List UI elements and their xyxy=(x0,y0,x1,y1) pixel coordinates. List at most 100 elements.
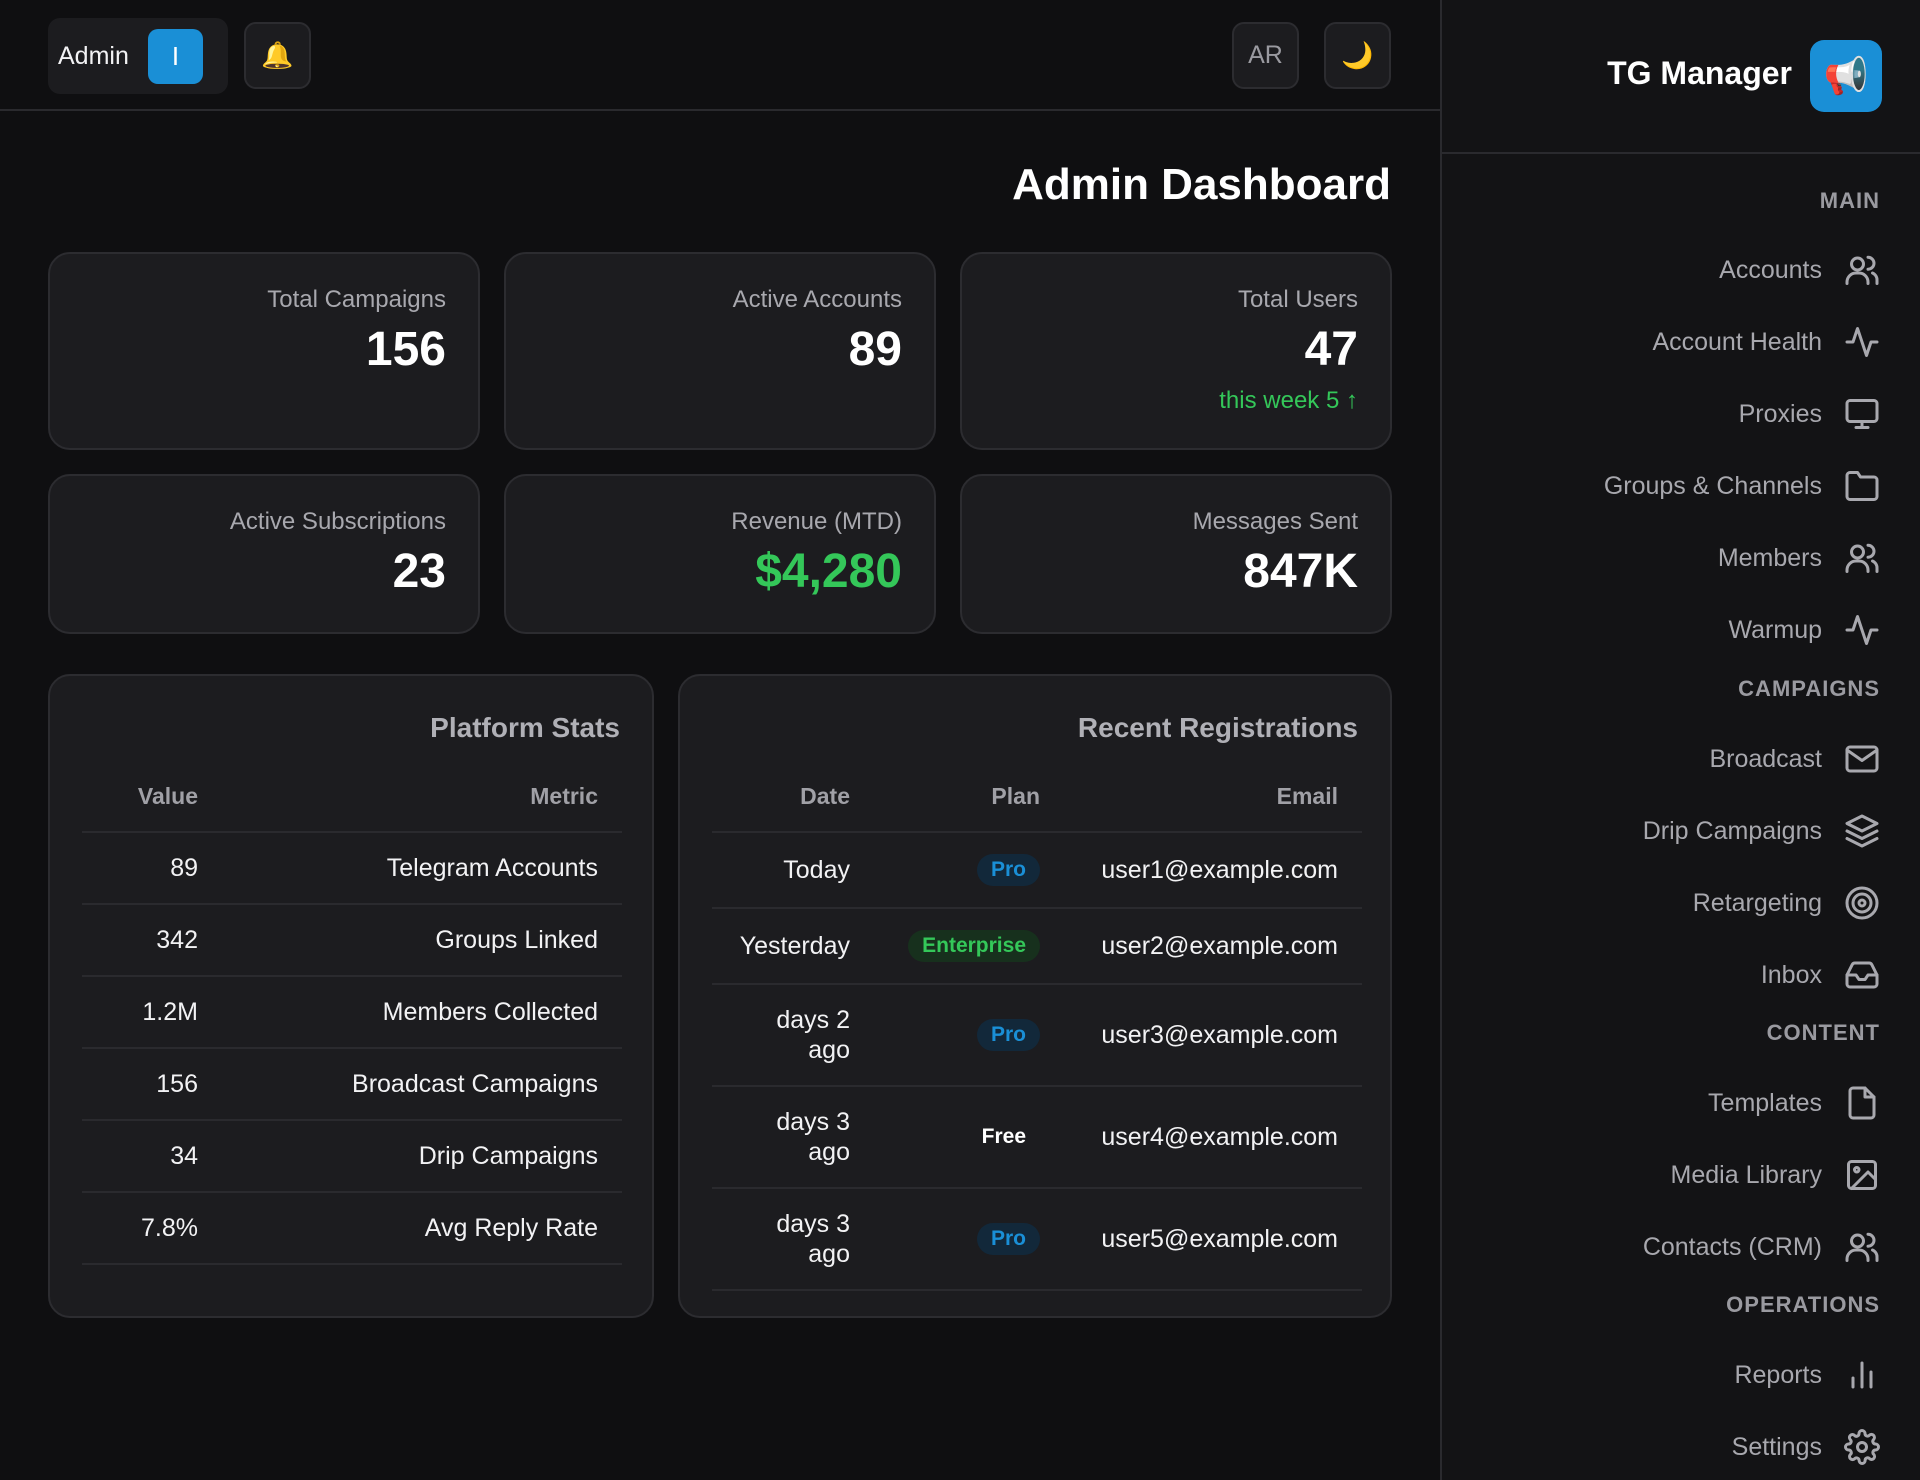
sidebar-item-label: Media Library xyxy=(1670,1160,1822,1189)
cell-email: user5@example.com xyxy=(1062,1188,1362,1291)
sidebar-item-retargeting[interactable]: Retargeting xyxy=(1693,881,1880,925)
stat-card-active-accounts: Active Accounts 89 xyxy=(504,252,936,450)
col-header-metric: Metric xyxy=(222,762,622,833)
cell-email: user2@example.com xyxy=(1062,908,1362,985)
col-header-plan: Plan xyxy=(872,762,1062,833)
stat-card-messages-sent: Messages Sent 847K xyxy=(960,474,1392,634)
plan-badge: Pro xyxy=(976,854,1040,886)
sidebar-item-account-health[interactable]: Account Health xyxy=(1652,320,1880,364)
sidebar-item-templates[interactable]: Templates xyxy=(1708,1081,1880,1125)
col-header-value: Value xyxy=(82,762,222,833)
sidebar-item-label: Members xyxy=(1717,543,1822,572)
sidebar-item-label: Inbox xyxy=(1760,960,1822,989)
stat-card-active-subscriptions: Active Subscriptions 23 xyxy=(48,474,480,634)
cell-date: days 2 ago xyxy=(712,984,872,1087)
cell-value: 7.8% xyxy=(82,1192,222,1265)
sidebar-item-contacts-crm[interactable]: Contacts (CRM) xyxy=(1643,1225,1880,1269)
moon-icon: 🌙 xyxy=(1341,40,1374,70)
sidebar: TG Manager 📢 MAIN Accounts Account Healt… xyxy=(1440,0,1920,1480)
date-line: days 2 xyxy=(776,1006,850,1034)
cell-value: 1.2M xyxy=(82,976,222,1049)
cell-date: days 3 ago xyxy=(712,1188,872,1291)
sidebar-item-broadcast[interactable]: Broadcast xyxy=(1709,737,1880,781)
plan-badge: Enterprise xyxy=(908,930,1040,962)
platform-stats-table: Value Metric 89 Telegram Accounts 342 Gr… xyxy=(82,762,622,1265)
users-icon xyxy=(1845,543,1879,573)
cell-email: user3@example.com xyxy=(1062,984,1362,1087)
stat-value: 847K xyxy=(1243,545,1358,598)
cell-metric: Groups Linked xyxy=(222,904,622,977)
section-operations: OPERATIONS xyxy=(1726,1292,1880,1317)
sidebar-item-accounts[interactable]: Accounts xyxy=(1719,248,1880,292)
stat-label: Active Accounts xyxy=(732,286,902,313)
table-row: 1.2M Members Collected xyxy=(82,976,622,1049)
user-menu[interactable]: Admin I xyxy=(48,18,228,94)
users-icon xyxy=(1845,255,1879,285)
col-header-date: Date xyxy=(712,762,872,833)
cell-plan: Free xyxy=(872,1086,1062,1189)
sidebar-item-label: Retargeting xyxy=(1692,888,1822,917)
sidebar-item-warmup[interactable]: Warmup xyxy=(1728,608,1880,652)
stat-card-total-users: Total Users 47 this week 5 ↑ xyxy=(960,252,1392,450)
mail-icon xyxy=(1845,745,1879,773)
brand-name: TG Manager xyxy=(1607,55,1792,91)
brand-header: TG Manager 📢 xyxy=(1442,0,1920,154)
sidebar-item-label: Templates xyxy=(1708,1088,1822,1117)
gear-icon xyxy=(1844,1429,1880,1465)
table-row: 342 Groups Linked xyxy=(82,904,622,977)
cell-plan: Pro xyxy=(872,1188,1062,1291)
panel-title: Platform Stats xyxy=(430,712,620,743)
cell-plan: Enterprise xyxy=(872,908,1062,985)
table-row: days 3 ago Free user4@example.com xyxy=(712,1086,1362,1189)
monitor-icon xyxy=(1845,399,1879,429)
bell-icon: 🔔 xyxy=(261,40,294,70)
table-row: days 3 ago Pro user5@example.com xyxy=(712,1188,1362,1291)
file-icon xyxy=(1848,1086,1876,1120)
table-row: days 2 ago Pro user3@example.com xyxy=(712,984,1362,1087)
stat-value: 23 xyxy=(392,545,446,598)
stat-label: Total Campaigns xyxy=(267,286,446,313)
recent-registrations-panel: Recent Registrations Date Plan Email Tod… xyxy=(678,674,1392,1318)
sidebar-item-label: Reports xyxy=(1734,1360,1822,1389)
page-title: Admin Dashboard xyxy=(1012,160,1391,209)
section-content: CONTENT xyxy=(1766,1020,1880,1045)
stat-card-revenue: Revenue (MTD) $4,280 xyxy=(504,474,936,634)
col-header-email: Email xyxy=(1062,762,1362,833)
stat-value: 89 xyxy=(848,323,902,376)
layers-icon xyxy=(1845,814,1879,848)
language-toggle-button[interactable]: AR xyxy=(1232,22,1299,89)
plan-badge: Pro xyxy=(976,1019,1040,1051)
stat-value: 156 xyxy=(365,323,446,376)
stat-label: Revenue (MTD) xyxy=(731,508,902,535)
sidebar-item-inbox[interactable]: Inbox xyxy=(1761,953,1880,997)
cell-value: 342 xyxy=(82,904,222,977)
sidebar-item-members[interactable]: Members xyxy=(1718,536,1880,580)
sidebar-item-drip-campaigns[interactable]: Drip Campaigns xyxy=(1643,809,1880,853)
sidebar-item-settings[interactable]: Settings xyxy=(1732,1425,1880,1469)
top-bar: Admin I 🔔 AR 🌙 xyxy=(0,0,1440,111)
sidebar-item-label: Drip Campaigns xyxy=(1642,816,1822,845)
stat-value: 47 xyxy=(1304,323,1358,376)
sidebar-item-label: Contacts (CRM) xyxy=(1642,1232,1822,1261)
sidebar-item-reports[interactable]: Reports xyxy=(1734,1353,1880,1397)
sidebar-item-media-library[interactable]: Media Library xyxy=(1671,1153,1880,1197)
theme-toggle-button[interactable]: 🌙 xyxy=(1324,22,1391,89)
sidebar-item-groups-channels[interactable]: Groups & Channels xyxy=(1604,464,1880,508)
table-row: 7.8% Avg Reply Rate xyxy=(82,1192,622,1265)
date-line: Today xyxy=(783,855,850,884)
cell-metric: Broadcast Campaigns xyxy=(222,1048,622,1121)
sidebar-item-label: Proxies xyxy=(1738,399,1822,428)
section-campaigns: CAMPAIGNS xyxy=(1738,676,1880,701)
sidebar-item-proxies[interactable]: Proxies xyxy=(1739,392,1880,436)
cell-plan: Pro xyxy=(872,984,1062,1087)
date-line: Yesterday xyxy=(739,931,850,960)
cell-value: 34 xyxy=(82,1120,222,1193)
notifications-button[interactable]: 🔔 xyxy=(244,22,311,89)
table-row: 156 Broadcast Campaigns xyxy=(82,1048,622,1121)
table-row: Yesterday Enterprise user2@example.com xyxy=(712,908,1362,985)
sidebar-item-label: Warmup xyxy=(1728,615,1822,644)
bar-chart-icon xyxy=(1851,1361,1873,1389)
table-row: 89 Telegram Accounts xyxy=(82,832,622,905)
stat-label: Total Users xyxy=(1237,286,1358,313)
date-line: ago xyxy=(808,1138,850,1166)
